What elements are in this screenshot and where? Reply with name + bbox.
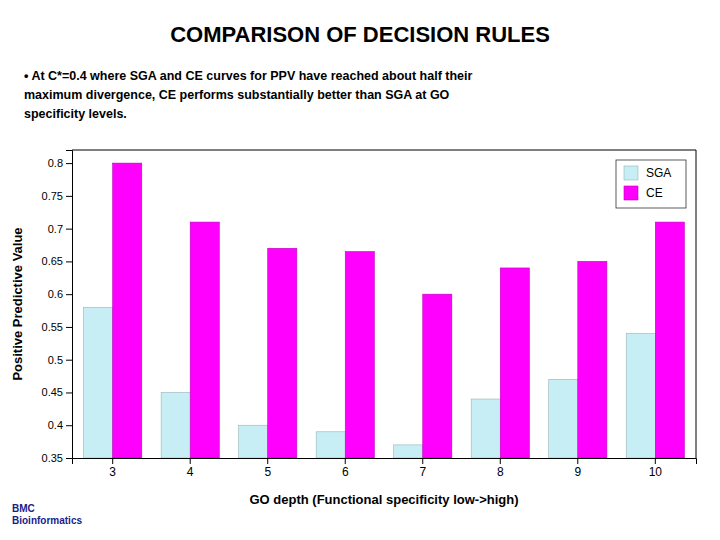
legend-box	[616, 160, 686, 208]
tick: 5	[264, 458, 271, 479]
tick-mark	[345, 458, 346, 464]
tick: 0.8	[48, 157, 72, 169]
tick-mark	[190, 458, 191, 464]
tick: 0.7	[48, 223, 72, 235]
tick-label: 0.65	[42, 255, 63, 267]
x-axis: 3 4 5 6 7 8 9 10	[73, 458, 697, 479]
tick-mark	[66, 392, 72, 393]
bars	[84, 163, 685, 458]
tick: 0.55	[42, 321, 72, 333]
tick: 4	[187, 458, 194, 479]
bar	[345, 252, 374, 458]
bar	[239, 425, 268, 458]
tick: 9	[574, 458, 581, 479]
tick-label: 3	[109, 465, 116, 479]
tick-label: 0.4	[48, 419, 63, 431]
axis-line	[73, 459, 697, 465]
tick-mark	[577, 458, 578, 464]
tick: 0.6	[48, 288, 72, 300]
legend: SGA CE	[616, 160, 686, 208]
tick-label: 0.55	[42, 321, 63, 333]
bar	[190, 222, 219, 458]
legend-swatch	[624, 166, 638, 180]
bar	[423, 294, 452, 458]
tick-mark	[66, 163, 72, 164]
bar	[268, 248, 297, 458]
tick: 10	[649, 458, 663, 479]
tick-mark	[66, 425, 72, 426]
annotation: BMCBioinformatics	[12, 503, 82, 526]
bar	[655, 222, 684, 458]
bar	[316, 432, 345, 458]
bar	[161, 392, 190, 458]
tick-mark	[66, 229, 72, 230]
annotation-line: specificity levels.	[24, 107, 127, 121]
tick-mark	[500, 458, 501, 464]
bar-series	[113, 163, 685, 458]
annotation-line: Bioinformatics	[12, 515, 82, 526]
tick-mark	[66, 196, 72, 197]
tick: 6	[342, 458, 349, 479]
tick: 0.5	[48, 354, 72, 366]
bar	[626, 333, 655, 458]
y-axis: 0.35 0.4 0.45 0.5 0.55 0.6 0.65 0.7 0.75 0.8	[42, 151, 73, 465]
tick-mark	[112, 458, 113, 464]
tick: 8	[497, 458, 504, 479]
tick-mark	[66, 360, 72, 361]
bar	[500, 268, 529, 458]
bar	[84, 307, 113, 458]
tick-label: 0.8	[48, 157, 63, 169]
tick: 0.35	[42, 452, 72, 464]
tick-label: 9	[574, 465, 581, 479]
annotation: • At C*=0.4 where SGA and CE curves for …	[24, 69, 473, 121]
tick-mark	[66, 294, 72, 295]
tick-label: 4	[187, 465, 194, 479]
tick-mark	[422, 458, 423, 464]
bar	[394, 445, 423, 458]
frame-line	[72, 150, 696, 151]
tick-mark	[267, 458, 268, 464]
axis-line	[66, 151, 73, 459]
legend-swatch	[624, 186, 638, 200]
plot: 3 4 5 6 7 8 9 10 0.35 0.4 0.45 0.5 0.55 0.6 0.65 0.7 0.7…	[10, 150, 697, 507]
tick-label: 7	[419, 465, 426, 479]
bar	[549, 379, 578, 458]
tick-label: 10	[649, 465, 663, 479]
legend-item: SGA	[624, 166, 671, 180]
tick: 3	[109, 458, 116, 479]
tick-label: 0.5	[48, 354, 63, 366]
tick-mark	[66, 261, 72, 262]
tick: 0.4	[48, 419, 72, 431]
tick-mark	[66, 458, 72, 459]
tick-label: 8	[497, 465, 504, 479]
bar	[471, 399, 500, 458]
tick-mark	[66, 327, 72, 328]
annotation-line: BMC	[12, 503, 35, 514]
annotation-line: • At C*=0.4 where SGA and CE curves for …	[24, 69, 473, 83]
tick-label: 0.35	[42, 452, 63, 464]
tick-label: 0.6	[48, 288, 63, 300]
legend-item: CE	[624, 186, 663, 200]
tick-label: 0.75	[42, 190, 63, 202]
legend-label: CE	[646, 186, 663, 200]
tick-label: 6	[342, 465, 349, 479]
chart: COMPARISON OF DECISION RULES • At C*=0.4 …	[0, 0, 720, 540]
legend-label: SGA	[646, 166, 671, 180]
tick: 7	[419, 458, 426, 479]
tick-label: 0.45	[42, 386, 63, 398]
title: COMPARISON OF DECISION RULES	[170, 22, 550, 47]
tick: 0.75	[42, 190, 72, 202]
y-axis-title: Positive Predictive Value	[10, 227, 25, 380]
tick-mark	[655, 458, 656, 464]
tick: 0.45	[42, 386, 72, 398]
annotation-line: maximum divergence, CE performs substant…	[24, 88, 450, 102]
bar	[113, 163, 142, 458]
x-axis-title: GO depth (Functional specificity low->hi…	[249, 492, 518, 507]
tick-label: 5	[264, 465, 271, 479]
bar	[578, 261, 607, 458]
tick-label: 0.7	[48, 223, 63, 235]
tick: 0.65	[42, 255, 72, 267]
frame-line	[696, 150, 697, 458]
